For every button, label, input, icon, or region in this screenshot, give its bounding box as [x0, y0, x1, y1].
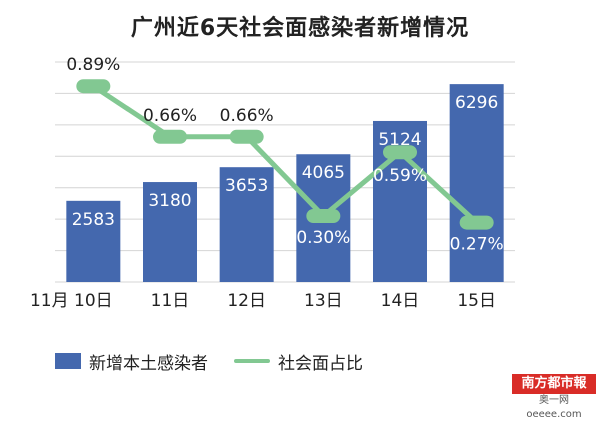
- watermark-logo: 南方都市報: [512, 374, 596, 394]
- legend-item-bars: 新增本土感染者: [55, 349, 208, 374]
- x-tick-label: 11日: [151, 291, 190, 311]
- line-value-label: 0.89%: [66, 55, 120, 75]
- legend-line-label: 社会面占比: [278, 353, 363, 374]
- chart-plot: 2583 3180 3653 4065 5124 6296 0.89% 0.66% 0.66% 0…: [30, 55, 515, 311]
- bar-value-label: 2583: [72, 210, 115, 230]
- bar-value-label: 5124: [378, 130, 421, 150]
- line-value-label: 0.66%: [220, 106, 274, 126]
- bar: [449, 84, 504, 282]
- line-value-label: 0.27%: [450, 235, 504, 255]
- line-marker: [306, 209, 341, 223]
- line-value-label: 0.30%: [296, 228, 350, 248]
- line-marker: [383, 145, 417, 160]
- bar: [219, 167, 274, 282]
- line-series: [90, 83, 480, 226]
- bar: [66, 200, 121, 282]
- legend-bar-label: 新增本土感染者: [89, 353, 208, 374]
- bar-value-label: 6296: [455, 93, 498, 113]
- chart-legend: 新增本土感染者 社会面占比: [55, 348, 485, 374]
- line-marker: [153, 129, 187, 144]
- x-tick-label: 12日: [227, 291, 266, 311]
- legend-bar-swatch: [55, 353, 81, 369]
- bar: [143, 182, 197, 282]
- x-tick-label: 15日: [457, 291, 496, 311]
- line-value-label: 0.66%: [143, 106, 197, 126]
- line-marker: [459, 215, 494, 230]
- bar-value-label: 3653: [225, 176, 268, 196]
- line-marker: [229, 129, 264, 144]
- x-tick-label: 14日: [381, 291, 420, 311]
- x-tick-label: 11月 10日: [30, 291, 113, 311]
- newspaper-watermark: 南方都市報 奥一网oeeee.com: [512, 374, 596, 420]
- legend-line-swatch: [234, 359, 270, 363]
- chart-title: 广州近6天社会面感染者新增情况: [130, 16, 470, 41]
- legend-item-line: 社会面占比: [234, 349, 363, 374]
- watermark-site: 奥一网oeeee.com: [526, 395, 582, 420]
- line-marker: [76, 79, 111, 94]
- line-value-label: 0.59%: [373, 166, 427, 186]
- x-tick-label: 13日: [304, 291, 343, 311]
- bar-value-label: 3180: [148, 191, 191, 211]
- bar-value-label: 4065: [302, 163, 345, 183]
